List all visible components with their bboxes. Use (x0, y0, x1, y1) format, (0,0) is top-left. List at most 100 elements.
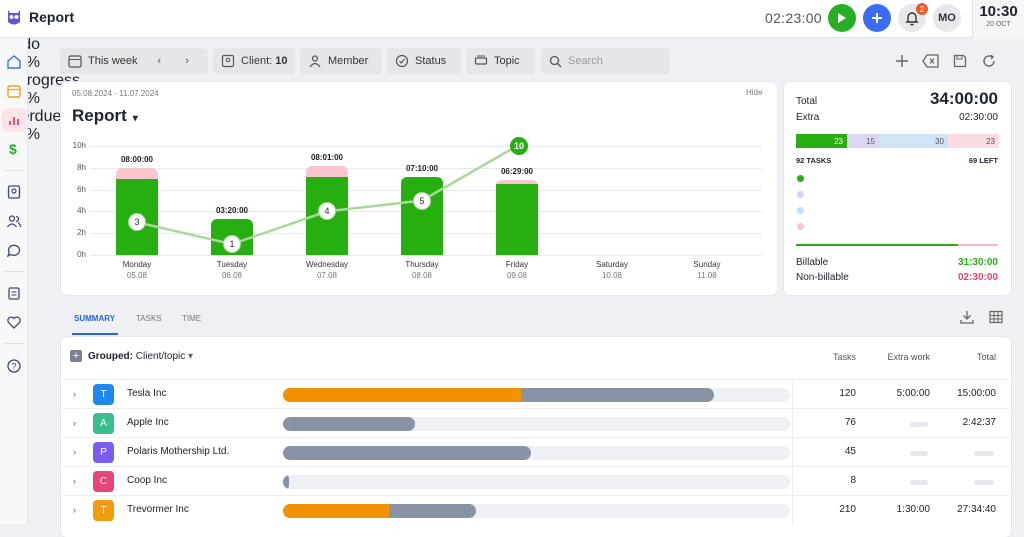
grouped-by-dropdown[interactable]: Grouped: Client/topic ▾ (88, 351, 193, 362)
column-header-extra-work[interactable]: Extra work (887, 352, 930, 362)
sidebar-item-billing[interactable]: $ (2, 137, 26, 161)
table-row[interactable]: › A Apple Inc 76 2:42:37 (62, 408, 1010, 438)
table-view-icon[interactable] (987, 308, 1005, 326)
report-title-dropdown[interactable]: Report ▾ (72, 106, 138, 126)
column-header-tasks[interactable]: Tasks (832, 352, 856, 362)
x-tick-label: Tuesday (216, 260, 248, 269)
search-box[interactable]: Search (541, 48, 670, 74)
billable-value: 31:30:00 (957, 257, 998, 268)
sidebar-item-team[interactable] (2, 209, 26, 233)
client-name[interactable]: Coop Inc (127, 475, 168, 486)
client-avatar: C (93, 471, 114, 492)
progress-regular (283, 417, 415, 431)
sidebar: $ ? (0, 38, 28, 524)
expand-chevron-icon[interactable]: › (73, 505, 76, 515)
row-extra-work-empty (910, 480, 928, 485)
tab-time[interactable]: TIME (182, 314, 202, 323)
legend-dot (797, 207, 804, 214)
group-toggle-icon[interactable]: + (70, 350, 82, 362)
sidebar-item-health[interactable] (2, 310, 26, 334)
row-total: 15:00:00 (957, 388, 996, 399)
gridline (90, 255, 762, 256)
hide-link[interactable]: Hide (746, 88, 763, 97)
play-button[interactable] (828, 4, 856, 32)
sidebar-divider (4, 343, 24, 344)
client-avatar: A (93, 413, 114, 434)
summary-card (784, 82, 1011, 295)
contact-card-icon (7, 185, 21, 199)
sidebar-item-contacts[interactable] (2, 180, 26, 204)
client-avatar: T (93, 500, 114, 521)
status-filter[interactable]: Status (387, 48, 461, 74)
tab-summary[interactable]: SUMMARY (74, 314, 116, 323)
client-name[interactable]: Apple Inc (127, 417, 169, 428)
add-button[interactable] (863, 4, 891, 32)
tab-tasks[interactable]: TASKS (136, 314, 162, 323)
sidebar-divider (4, 271, 24, 272)
sidebar-item-calendar[interactable] (2, 79, 26, 103)
clock-date: 20 OCT (986, 21, 1011, 28)
sidebar-item-tasks[interactable] (2, 281, 26, 305)
expand-chevron-icon[interactable]: › (73, 418, 76, 428)
clear-icon[interactable] (922, 52, 940, 70)
save-icon[interactable] (951, 52, 969, 70)
client-avatar: P (93, 442, 114, 463)
nonbillable-label: Non-billable (796, 272, 849, 283)
x-tick-date: 05.08 (126, 271, 148, 280)
running-timer: 02:23:00 (765, 10, 822, 26)
legend-dot (797, 191, 804, 198)
sidebar-item-reports[interactable] (2, 108, 26, 132)
sidebar-item-chat[interactable] (2, 238, 26, 262)
table-row[interactable]: › C Coop Inc 8 (62, 466, 1010, 496)
row-total: 2:42:37 (962, 417, 996, 428)
table-row[interactable]: › P Polaris Mothership Ltd. 45 (62, 437, 1010, 467)
period-picker[interactable]: This week ‹ › (60, 48, 208, 74)
expand-chevron-icon[interactable]: › (73, 476, 76, 486)
y-tick-label: 4h (77, 206, 86, 216)
table-row[interactable]: › T Trevormer Inc 210 1:30:00 27:34:40 (62, 495, 1010, 525)
row-tasks: 76 (844, 417, 856, 428)
client-filter[interactable]: Client: 10 (213, 48, 295, 74)
extra-value: 02:30:00 (959, 112, 998, 123)
expand-chevron-icon[interactable]: › (73, 447, 76, 457)
column-header-total[interactable]: Total (976, 352, 996, 362)
client-name[interactable]: Trevormer Inc (127, 504, 189, 515)
bar-value-label: 03:20:00 (215, 205, 249, 215)
row-total-empty (974, 480, 994, 485)
date-range: 05.08.2024 - 11.07.2024 (72, 89, 159, 98)
legend-dot (797, 175, 804, 182)
chevron-right-icon[interactable]: › (185, 55, 189, 67)
row-total: 27:34:40 (957, 504, 996, 515)
download-icon[interactable] (958, 308, 976, 326)
add-icon[interactable] (893, 52, 911, 70)
topic-filter[interactable]: Topic (466, 48, 535, 74)
cell-divider (792, 409, 793, 438)
home-icon (7, 55, 21, 69)
total-value: 34:00:00 (929, 89, 998, 108)
sidebar-item-home[interactable] (2, 50, 26, 74)
client-name[interactable]: Tesla Inc (127, 388, 167, 399)
owl-logo-icon (8, 10, 20, 25)
expand-chevron-icon[interactable]: › (73, 389, 76, 399)
row-tasks: 8 (850, 475, 856, 486)
clock: 10:30 20 OCT (972, 0, 1024, 38)
line-point: 5 (413, 191, 431, 210)
row-extra-work-empty (910, 451, 928, 456)
line-point: 10 (510, 137, 528, 155)
member-filter[interactable]: Member (300, 48, 382, 74)
client-card-icon (221, 54, 235, 68)
clock-time: 10:30 (979, 3, 1018, 20)
period-label: This week (88, 55, 138, 67)
line-point: 4 (318, 202, 336, 221)
refresh-icon[interactable] (980, 52, 998, 70)
client-name[interactable]: Polaris Mothership Ltd. (127, 446, 230, 457)
check-circle-icon (395, 54, 409, 68)
bar-value-label: 08:01:00 (310, 152, 344, 162)
heart-pulse-icon (7, 316, 21, 329)
table-row[interactable]: › T Tesla Inc 120 5:00:00 15:00:00 (62, 379, 1010, 409)
row-total-empty (974, 451, 994, 456)
sidebar-item-help[interactable]: ? (2, 354, 26, 378)
chevron-left-icon[interactable]: ‹ (157, 55, 162, 67)
progress-track (283, 475, 790, 489)
user-avatar[interactable]: MO (933, 4, 961, 32)
